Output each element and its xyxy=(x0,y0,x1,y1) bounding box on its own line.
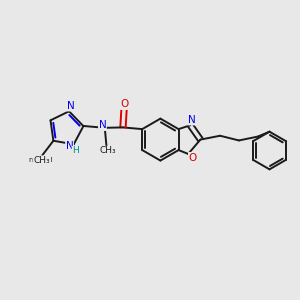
Text: N: N xyxy=(188,115,196,125)
Text: N: N xyxy=(67,101,74,111)
Text: H: H xyxy=(72,146,79,155)
Text: N: N xyxy=(98,120,106,130)
Text: O: O xyxy=(121,100,129,110)
Text: O: O xyxy=(188,152,197,163)
Text: N: N xyxy=(66,140,74,151)
Text: CH₃: CH₃ xyxy=(33,156,50,165)
Text: CH₃: CH₃ xyxy=(99,146,116,155)
Text: methyl: methyl xyxy=(28,157,52,163)
